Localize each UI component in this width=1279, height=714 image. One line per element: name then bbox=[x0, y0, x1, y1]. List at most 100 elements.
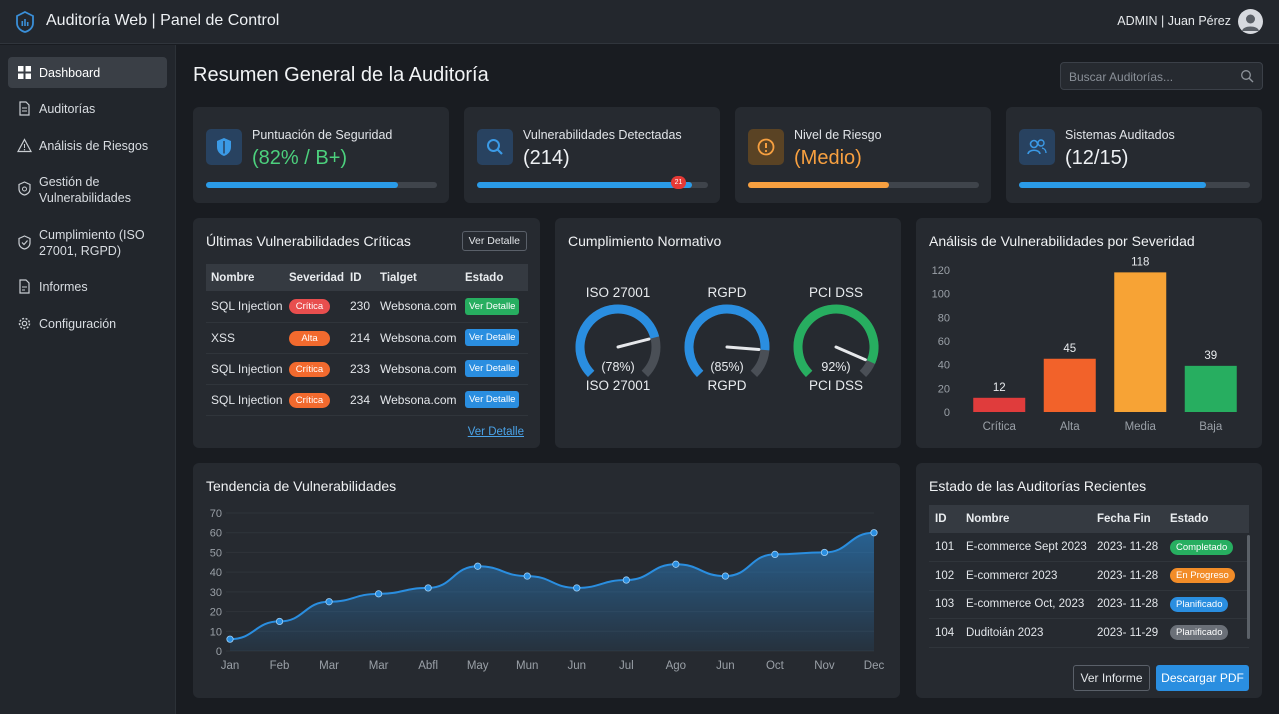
data-point[interactable] bbox=[474, 562, 482, 570]
column-header[interactable]: Estado bbox=[460, 264, 528, 291]
shield-bug-icon bbox=[18, 181, 31, 196]
sidebar-item-gestion-vulnerabilidades[interactable]: Gestión de Vulnerabilidades bbox=[8, 167, 167, 211]
table-row[interactable]: SQL Injection Crítica 234 Websona.com Ver De… bbox=[206, 384, 528, 416]
column-header[interactable]: Fecha Fin bbox=[1091, 505, 1164, 533]
avatar[interactable] bbox=[1238, 9, 1263, 34]
data-point[interactable] bbox=[375, 590, 383, 598]
bar[interactable] bbox=[1043, 358, 1096, 412]
search-input[interactable] bbox=[1069, 68, 1234, 85]
sidebar-item-label: Análisis de Riesgos bbox=[39, 139, 149, 153]
y-tick-label: 20 bbox=[938, 383, 950, 395]
data-point[interactable] bbox=[523, 572, 531, 580]
table-row[interactable]: SQL Injection Crítica 230 Websona.com Ver De… bbox=[206, 291, 528, 323]
sidebar-item-configuracion[interactable]: Configuración bbox=[8, 308, 167, 339]
data-point[interactable] bbox=[226, 635, 234, 643]
view-detail-row-button[interactable]: Ver Detalle bbox=[465, 360, 520, 377]
gauge-percent: (78%) bbox=[601, 360, 635, 374]
data-point[interactable] bbox=[325, 598, 333, 606]
gauge-caption: PCI DSS bbox=[808, 378, 863, 393]
action-cell: Ver Detalle bbox=[460, 384, 528, 416]
card-title: Tendencia de Vulnerabilidades bbox=[206, 478, 397, 494]
view-detail-link[interactable]: Ver Detalle bbox=[467, 426, 524, 438]
table-row[interactable]: 103 E-commerce Oct, 2023 2023- 11-28 Planif… bbox=[929, 590, 1249, 619]
progress-track bbox=[1019, 182, 1250, 188]
table-row[interactable]: 102 E-commercr 2023 2023- 11-28 En Progreso bbox=[929, 561, 1249, 591]
download-pdf-button[interactable]: Descargar PDF bbox=[1156, 665, 1249, 691]
shield-logo-icon bbox=[16, 11, 34, 33]
sidebar-item-dashboard[interactable]: Dashboard bbox=[8, 57, 167, 88]
stat-icon-box bbox=[206, 129, 242, 165]
view-detail-row-button[interactable]: Ver Detalle bbox=[465, 391, 520, 408]
data-point[interactable] bbox=[573, 584, 581, 592]
data-point[interactable] bbox=[622, 576, 630, 584]
scrollbar[interactable] bbox=[1247, 535, 1250, 639]
column-header[interactable]: ID bbox=[929, 505, 960, 533]
table-row[interactable]: XSS Alta 214 Websona.com Ver Detalle bbox=[206, 322, 528, 354]
status-badge: En Progreso bbox=[1170, 568, 1235, 584]
gear-icon bbox=[18, 317, 31, 330]
bar[interactable] bbox=[1114, 272, 1167, 412]
table-row[interactable]: 101 E-commerce Sept 2023 2023- 11-28 Comple… bbox=[929, 533, 1249, 562]
column-header[interactable]: Nombre bbox=[960, 505, 1091, 533]
column-header[interactable]: ID bbox=[345, 264, 375, 291]
y-tick-label: 40 bbox=[938, 360, 950, 372]
column-header[interactable]: Severidad bbox=[284, 264, 345, 291]
vuln-name: SQL Injection bbox=[206, 384, 284, 416]
action-cell: Ver Detalle bbox=[460, 291, 528, 323]
gauge-segment bbox=[793, 304, 879, 378]
y-tick-label: 50 bbox=[210, 547, 222, 559]
gauge-title: PCI DSS bbox=[808, 285, 863, 300]
status-badge: Completado bbox=[1170, 539, 1234, 555]
table-row[interactable]: 104 Duditoián 2023 2023- 11-29 Planificado bbox=[929, 618, 1249, 648]
data-point[interactable] bbox=[870, 529, 878, 537]
table-row[interactable]: SQL Injection Crítica 233 Websona.com Ver De… bbox=[206, 353, 528, 385]
sidebar-item-label: Cumplimiento (ISO 27001, RGPD) bbox=[39, 228, 145, 258]
progress-fill bbox=[748, 182, 889, 188]
search-icon bbox=[487, 139, 503, 155]
stat-icon-box bbox=[477, 129, 513, 165]
audit-name: Duditoián 2023 bbox=[960, 618, 1091, 648]
data-point[interactable] bbox=[721, 572, 729, 580]
data-point[interactable] bbox=[275, 617, 284, 626]
view-detail-row-button[interactable]: Ver Detalle bbox=[465, 329, 520, 346]
action-cell: Ver Detalle bbox=[460, 353, 528, 385]
y-tick-label: 40 bbox=[210, 567, 222, 579]
severity-cell: Crítica bbox=[284, 353, 345, 385]
data-point[interactable] bbox=[672, 560, 680, 568]
view-report-button[interactable]: Ver Informe bbox=[1073, 665, 1150, 691]
audit-id: 103 bbox=[929, 590, 960, 619]
view-detail-button[interactable]: Ver Detalle bbox=[461, 231, 527, 251]
bar[interactable] bbox=[973, 397, 1026, 412]
data-point[interactable] bbox=[820, 548, 829, 557]
stat-icon-box bbox=[1019, 129, 1055, 165]
search-icon[interactable] bbox=[1240, 69, 1254, 83]
shield-icon bbox=[217, 138, 231, 156]
x-tick-label: Feb bbox=[270, 660, 290, 672]
sidebar-item-auditorias[interactable]: Auditorías bbox=[8, 93, 167, 124]
gauge-needle bbox=[725, 345, 761, 352]
column-header[interactable]: Tialget bbox=[375, 264, 460, 291]
shield-check-icon bbox=[18, 235, 31, 250]
vuln-name: SQL Injection bbox=[206, 353, 284, 385]
gauge-arc bbox=[575, 304, 661, 378]
column-header[interactable]: Nombre bbox=[206, 264, 284, 291]
data-point[interactable] bbox=[424, 584, 432, 592]
audit-id: 101 bbox=[929, 533, 960, 562]
gauge-segment bbox=[684, 304, 770, 378]
sidebar-item-cumplimiento[interactable]: Cumplimiento (ISO 27001, RGPD) bbox=[8, 219, 167, 263]
sidebar-item-informes[interactable]: Informes bbox=[8, 271, 167, 302]
severity-cell: Alta bbox=[284, 322, 345, 354]
bar[interactable] bbox=[1184, 365, 1237, 412]
column-header[interactable]: Estado bbox=[1164, 505, 1249, 533]
data-point[interactable] bbox=[771, 550, 779, 559]
search-box[interactable] bbox=[1060, 62, 1263, 90]
y-tick-label: 0 bbox=[944, 407, 950, 419]
view-detail-row-button[interactable]: Ver Detalle bbox=[465, 297, 520, 315]
user-name[interactable]: ADMIN | Juan Pérez bbox=[1117, 14, 1231, 28]
progress-track bbox=[477, 182, 708, 188]
sidebar-item-analisis-riesgos[interactable]: Análisis de Riesgos bbox=[8, 130, 167, 161]
alert-icon bbox=[757, 138, 775, 156]
vuln-target: Websona.com bbox=[375, 291, 460, 323]
users-icon bbox=[1027, 139, 1047, 155]
severity-chart-card: Análisis de Vulnerabilidades por Severid… bbox=[916, 218, 1262, 448]
